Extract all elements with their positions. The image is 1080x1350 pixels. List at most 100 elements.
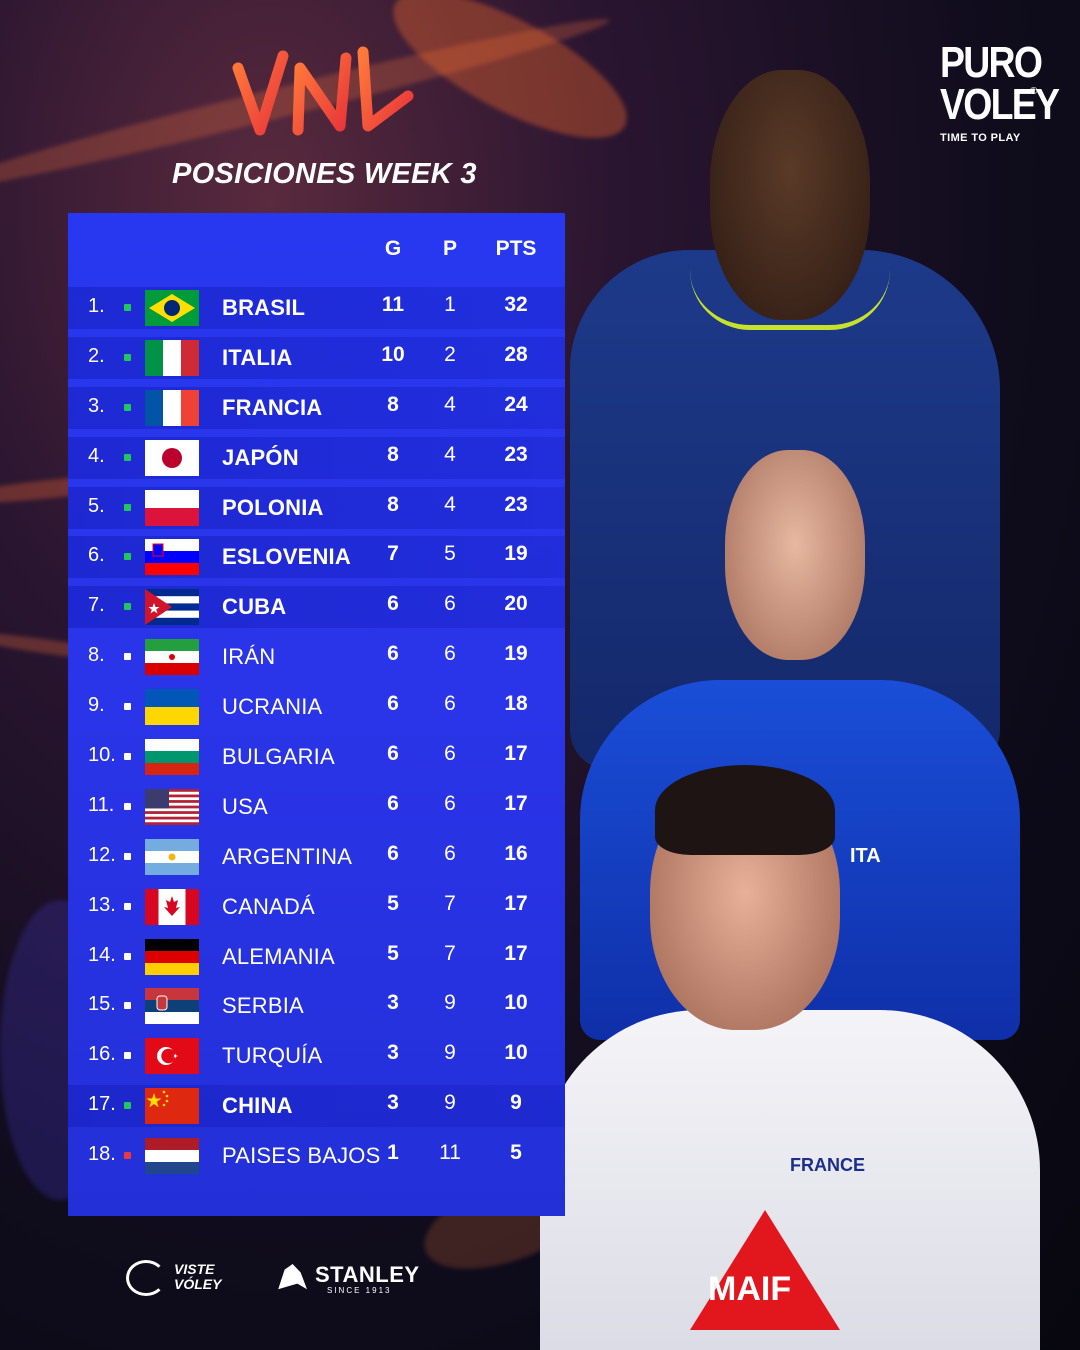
won-value: 8 [387, 442, 399, 466]
lost-value: 6 [444, 841, 456, 865]
status-dot [124, 653, 131, 661]
won-value: 6 [387, 791, 399, 815]
won-value: 1 [387, 1141, 399, 1165]
points-value: 19 [504, 542, 528, 566]
position-number: 12. [88, 843, 116, 866]
position-number: 5. [88, 494, 105, 517]
japan-flag-icon [145, 439, 199, 476]
lost-value: 6 [444, 592, 456, 616]
position-number: 8. [88, 644, 105, 667]
lost-value: 6 [444, 642, 456, 666]
position-number: 4. [88, 444, 105, 467]
netherlands-flag-icon [145, 1138, 199, 1175]
table-row: 11. USA 6 6 17 [68, 782, 565, 832]
team-name: FRANCIA [222, 394, 323, 420]
team-name: ITALIA [222, 344, 293, 370]
points-value: 17 [504, 891, 528, 915]
points-value: 5 [510, 1141, 522, 1165]
iran-flag-icon [145, 639, 199, 676]
won-value: 6 [387, 592, 399, 616]
lost-value: 9 [444, 1091, 456, 1115]
canada-flag-icon [145, 888, 199, 925]
maif-sponsor-logo: MAIF [690, 1210, 840, 1330]
italy-flag-icon [145, 339, 199, 376]
viste-text: VISTE VÓLEY [174, 1262, 221, 1292]
position-number: 7. [88, 594, 105, 617]
table-row: 8. IRÁN 6 6 19 [68, 632, 565, 682]
status-dot [124, 703, 131, 711]
position-number: 15. [88, 993, 116, 1016]
lost-value: 11 [439, 1141, 461, 1165]
lost-value: 4 [444, 492, 456, 516]
position-number: 6. [88, 544, 105, 567]
status-dot [124, 503, 131, 511]
table-row: 9. UCRANIA 6 6 18 [68, 682, 565, 732]
registered-mark: ® [1030, 86, 1038, 97]
lost-value: 9 [444, 1041, 456, 1065]
lost-value: 4 [444, 442, 456, 466]
won-value: 8 [387, 392, 399, 416]
table-row: 14. ALEMANIA 5 7 17 [68, 932, 565, 982]
lost-value: 6 [444, 742, 456, 766]
table-row: 18. PAISES BAJOS 1 11 5 [68, 1131, 565, 1181]
position-number: 3. [88, 394, 105, 417]
team-name: POLONIA [222, 494, 324, 520]
lost-value: 7 [444, 941, 456, 965]
jersey-text-ita: ITA [850, 845, 881, 867]
status-dot [124, 902, 131, 910]
status-dot [124, 802, 131, 810]
usa-flag-icon [145, 788, 199, 825]
position-number: 13. [88, 893, 116, 916]
puro-voley-logo: PURO VOLEY ® TIME TO PLAY [940, 41, 1060, 145]
player-italy-head [725, 450, 865, 660]
lost-value: 7 [444, 891, 456, 915]
players-photo: ITA FRANCE MAIF [540, 60, 1080, 1350]
points-value: 9 [510, 1091, 522, 1115]
table-row: 6. ESLOVENIA 7 5 19 [68, 532, 565, 582]
table-row: 5. POLONIA 8 4 23 [68, 483, 565, 533]
status-dot [124, 852, 131, 860]
lost-value: 2 [444, 342, 456, 366]
won-value: 6 [387, 692, 399, 716]
argentina-flag-icon [145, 838, 199, 875]
won-value: 5 [387, 941, 399, 965]
won-value: 10 [381, 342, 405, 366]
vnl-logo [228, 38, 418, 138]
position-number: 2. [88, 344, 105, 367]
won-value: 3 [387, 1041, 399, 1065]
lost-value: 6 [444, 692, 456, 716]
won-value: 3 [387, 991, 399, 1015]
turkey-flag-icon [145, 1038, 199, 1075]
viste-line-1: VISTE [174, 1261, 215, 1277]
team-name: ARGENTINA [222, 843, 353, 869]
table-row: 10. BULGARIA 6 6 17 [68, 732, 565, 782]
table-row: 7. CUBA 6 6 20 [68, 582, 565, 632]
triangle-icon [690, 1210, 840, 1330]
stanley-since: SINCE 1913 [327, 1286, 392, 1295]
table-header: G P PTS [68, 237, 565, 267]
team-name: TURQUÍA [222, 1043, 323, 1069]
position-number: 1. [88, 295, 105, 317]
player-france-hair [655, 765, 835, 855]
jersey-collar [690, 270, 890, 330]
lost-value: 1 [444, 293, 456, 316]
team-name: CUBA [222, 594, 287, 620]
stanley-logo: STANLEY SINCE 1913 [275, 1262, 445, 1296]
brazil-flag-icon [145, 290, 199, 326]
lost-value: 6 [444, 791, 456, 815]
won-value: 5 [387, 891, 399, 915]
points-value: 23 [504, 442, 528, 466]
team-name: PAISES BAJOS [222, 1143, 381, 1169]
won-value: 7 [387, 542, 399, 566]
won-value: 6 [387, 841, 399, 865]
won-value: 8 [387, 492, 399, 516]
position-number: 16. [88, 1043, 116, 1066]
points-value: 20 [504, 592, 528, 616]
position-number: 18. [88, 1143, 116, 1166]
standings-table: G P PTS 1. BRASIL 11 1 32 2. ITALIA 10 2 28 3. FRAN… [68, 213, 565, 1216]
won-value: 11 [381, 293, 405, 316]
lost-value: 5 [444, 542, 456, 566]
france-flag-icon [145, 389, 199, 426]
table-row: 12. ARGENTINA 6 6 16 [68, 832, 565, 882]
position-number: 11. [88, 793, 115, 816]
